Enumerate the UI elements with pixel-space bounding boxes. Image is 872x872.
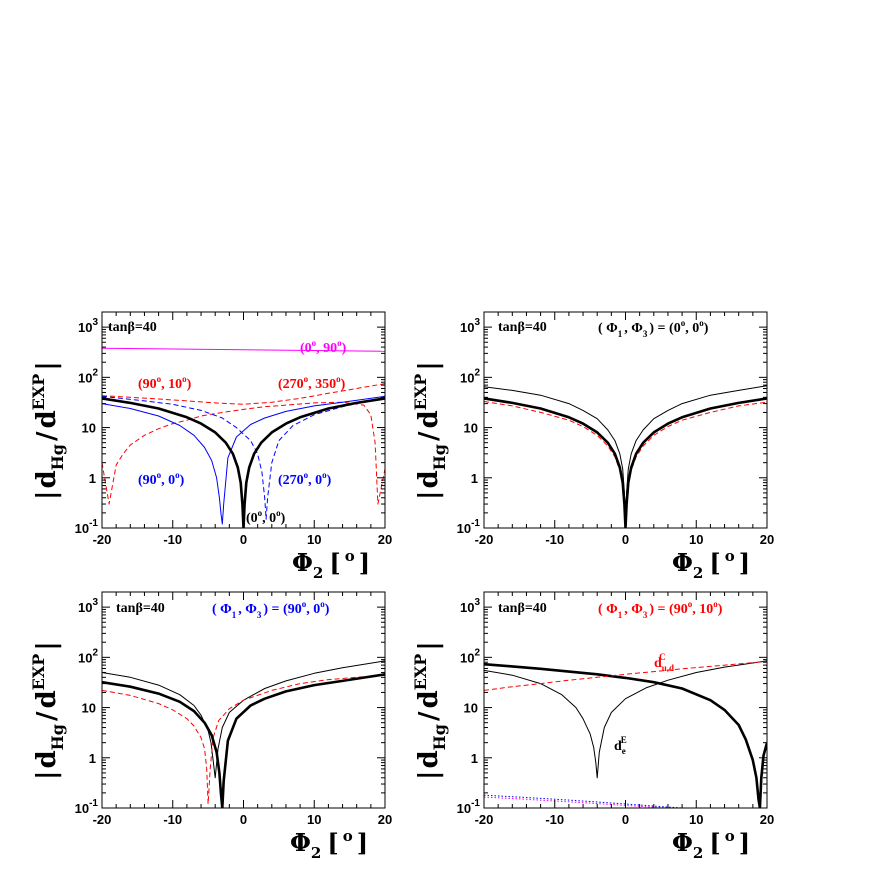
y-tick-label: 10 [464,701,478,716]
y-tick-label: 1 [89,751,96,766]
phase-label-bottom-right: ( Φ1, Φ3) = (90o, 10o) [598,599,723,620]
x-tick-label: -10 [163,812,182,827]
y-tick-label: 1 [471,751,478,766]
label-270-0: (270o, 0o) [278,470,332,488]
ticks-top-right: -20 -10 0 10 20 10-1 1 10 102 103 [457,311,774,547]
series-3-1 [484,660,767,779]
y-tick-label: 102 [78,647,98,665]
x-tick-label: -20 [475,532,494,547]
y-axis-label-top-right: |dHg/dEXP| [411,361,449,500]
x-tick-label: 10 [689,532,703,547]
panel-top-right: -20 -10 0 10 20 10-1 1 10 102 103 tanβ=40 ( Φ1, Φ… [411,311,774,582]
y-tick-label: 1 [471,471,478,486]
panel-bottom-left: -20 -10 0 10 20 10-1 1 10 102 103 tanβ=40 ( Φ1, Φ… [29,591,392,862]
label-90-10: (90o, 10o) [138,374,192,392]
series-3-3 [484,794,683,808]
label-0-0: (0o, 0o) [246,508,286,526]
x-tick-label: 20 [760,812,774,827]
label-0-90: (0o, 90o) [300,338,347,356]
label-d-ud-C: du,dC [654,652,674,673]
x-tick-label: 0 [622,532,629,547]
series-0-1 [102,401,385,505]
series-1-0 [484,385,767,528]
series-1-1 [484,401,767,528]
tanbeta-label: tanβ=40 [498,601,547,616]
x-tick-label: 10 [307,532,321,547]
series-0-4 [102,395,385,520]
x-tick-label: 0 [240,812,247,827]
y-tick-label: 10 [464,421,478,436]
x-tick-label: -10 [163,532,182,547]
series-0-5 [102,397,385,528]
x-tick-label: -20 [93,812,112,827]
x-tick-label: -10 [545,812,564,827]
frame-bottom-right [483,591,768,809]
x-axis-label-top-left: Φ2[o] [292,547,370,582]
series-2-0 [102,660,385,779]
x-tick-label: -20 [93,532,112,547]
panel-bottom-right: -20 -10 0 10 20 10-1 1 10 102 103 tanβ=40 ( Φ1, Φ… [411,591,774,862]
y-tick-label: 102 [460,647,480,665]
label-90-0: (90o, 0o) [138,470,185,488]
phase-label-top-right: ( Φ1, Φ3) = (0o, 0o) [598,318,709,339]
ticks-bottom-left: -20 -10 0 10 20 10-1 1 10 102 103 [75,591,392,827]
y-axis-label-bottom-right: |dHg/dEXP| [411,641,449,780]
x-tick-label: -10 [545,532,564,547]
x-tick-label: -20 [475,812,494,827]
y-axis-label-top-left: |dHg/dEXP| [29,361,67,500]
frame-top-right [483,311,768,529]
phase-label-bottom-left: ( Φ1, Φ3) = (90o, 0o) [212,599,330,620]
series-2-1 [102,674,385,805]
x-axis-label-bottom-right: Φ2[o] [672,827,750,862]
series-3-0 [484,662,767,808]
y-tick-label: 103 [460,317,480,335]
y-tick-label: 10-1 [457,518,481,536]
y-tick-label: 103 [78,597,98,615]
series-3-4 [484,796,679,808]
series-3-2 [484,660,767,691]
y-tick-label: 10 [82,421,96,436]
series-0-0 [102,347,385,352]
series-1-2 [484,397,767,528]
x-tick-label: 10 [307,812,321,827]
plot-area-bottom-right [484,660,767,808]
series-2-2 [102,673,385,808]
label-d-e-E: deE [614,735,627,756]
x-axis-label-top-right: Φ2[o] [672,547,750,582]
label-270-350: (270o, 350o) [278,374,346,392]
plot-area-top-left [102,347,385,528]
y-tick-label: 1 [89,471,96,486]
series-0-3 [102,395,385,525]
y-axis-label-bottom-left: |dHg/dEXP| [29,641,67,780]
x-tick-label: 20 [760,532,774,547]
x-tick-label: 0 [240,532,247,547]
x-tick-label: 0 [622,812,629,827]
x-tick-label: 20 [378,812,392,827]
y-tick-label: 103 [460,597,480,615]
plot-area-bottom-left [102,660,385,808]
x-tick-label: 10 [689,812,703,827]
x-axis-label-bottom-left: Φ2[o] [290,827,368,862]
tanbeta-label: tanβ=40 [498,320,547,335]
panel-top-left: -20 -10 0 10 20 10-1 1 10 102 103 tanβ=40 (0o, 90… [29,311,392,582]
tanbeta-label: tanβ=40 [116,601,165,616]
plot-area-top-right [484,385,767,528]
y-tick-label: 102 [78,367,98,385]
ticks-bottom-right: -20 -10 0 10 20 10-1 1 10 102 103 [457,591,774,827]
y-tick-label: 10-1 [75,518,99,536]
y-tick-label: 10-1 [457,798,481,816]
y-tick-label: 10-1 [75,798,99,816]
x-tick-label: 20 [378,532,392,547]
y-tick-label: 102 [460,367,480,385]
tanbeta-label: tanβ=40 [108,320,157,335]
ticks-top-left: -20 -10 0 10 20 10-1 1 10 102 103 [75,311,392,547]
y-tick-label: 103 [78,317,98,335]
y-tick-label: 10 [82,701,96,716]
